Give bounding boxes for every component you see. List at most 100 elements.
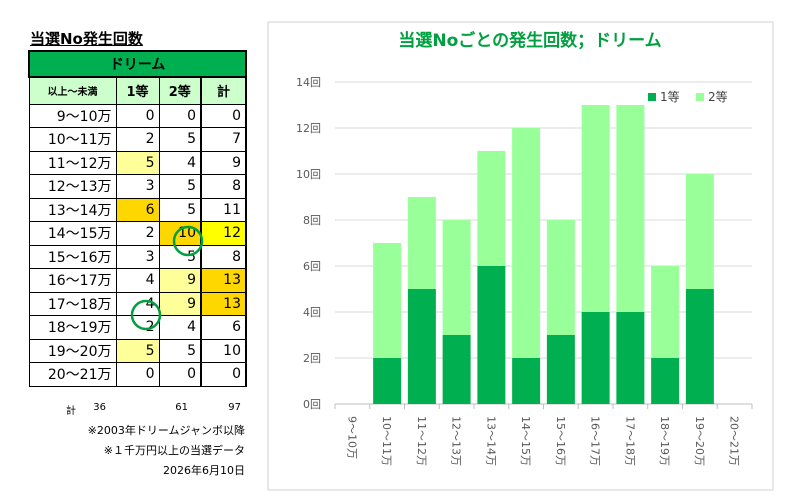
legend-swatch	[696, 93, 704, 101]
legend-label: 1等	[660, 90, 680, 104]
table-row: 16～17万 4 9 13	[28, 268, 247, 293]
x-tick-label: 20～21万	[728, 416, 741, 466]
bar	[685, 174, 714, 289]
note: ※2003年ドリームジャンボ以降	[87, 424, 245, 437]
bar	[373, 358, 402, 404]
highlight-circle	[130, 299, 162, 331]
bar	[581, 105, 610, 312]
cell: 2	[115, 221, 160, 246]
x-tick-label: 16～17万	[589, 416, 602, 466]
cell: 10～11万	[28, 127, 117, 152]
y-tick-label: 4回	[303, 306, 321, 319]
x-tick-label: 11～12万	[415, 416, 428, 466]
legend-label: 2等	[708, 90, 728, 104]
cell: 12～13万	[28, 174, 117, 199]
y-tick-label: 0回	[303, 398, 321, 411]
cell: 17～18万	[28, 291, 117, 316]
table-title: 当選No発生回数	[30, 30, 143, 48]
notes: ※2003年ドリームジャンボ以降 ※１千万円以上の当選データ 2026年6月10日	[88, 421, 245, 481]
cell: 8	[200, 244, 247, 269]
cell: 4	[158, 315, 202, 340]
cell: 0	[158, 103, 202, 128]
cell: 3	[115, 244, 160, 269]
bar	[616, 105, 645, 312]
bar	[512, 128, 541, 358]
cell: 15～16万	[28, 244, 117, 269]
bar	[407, 197, 436, 289]
cell: 9～10万	[28, 103, 117, 128]
y-tick-label: 10回	[296, 168, 321, 181]
bar	[477, 151, 506, 266]
x-tick-label: 9～10万	[345, 416, 358, 459]
table-row: 19～20万 5 5 10	[28, 338, 247, 363]
cell: 13	[200, 268, 247, 293]
total-cell: 計	[66, 406, 76, 417]
column-header: 計	[200, 76, 247, 105]
cell: 6	[200, 315, 247, 340]
note: ※１千万円以上の当選データ	[103, 444, 245, 457]
bar	[373, 243, 402, 358]
cell: 0	[115, 362, 160, 387]
bar	[651, 358, 680, 404]
bar	[546, 220, 575, 335]
total-cell: 97	[228, 402, 241, 413]
y-tick-label: 12回	[296, 122, 321, 135]
x-tick-label: 12～13万	[450, 416, 463, 466]
bar	[407, 289, 436, 404]
table-row: 9～10万 0 0 0	[28, 103, 247, 128]
total-cell: 61	[175, 402, 188, 413]
cell: 16～17万	[28, 268, 117, 293]
cell: 13	[200, 291, 247, 316]
column-header: 以上～未満	[28, 76, 117, 105]
table-row: 17～18万 4 9 13	[28, 291, 247, 316]
y-tick-label: 8回	[303, 214, 321, 227]
bar	[546, 335, 575, 404]
total-cell: 36	[93, 402, 106, 413]
bar	[616, 312, 645, 404]
bar	[442, 220, 471, 335]
cell: 0	[200, 103, 247, 128]
legend-swatch	[648, 93, 656, 101]
cell: 6	[115, 197, 160, 222]
cell: 5	[158, 244, 202, 269]
x-tick-label: 18～19万	[658, 416, 671, 466]
group-header: ドリーム	[28, 50, 247, 78]
header-row: 以上～未満 1等 2等計	[28, 76, 247, 105]
cell: 5	[158, 338, 202, 363]
cell: 5	[115, 150, 160, 175]
bar	[581, 312, 610, 404]
cell: 11	[200, 197, 247, 222]
highlight-circle	[172, 225, 204, 257]
note: 2026年6月10日	[163, 464, 245, 477]
cell: 10	[200, 338, 247, 363]
y-tick-label: 6回	[303, 260, 321, 273]
cell: 19～20万	[28, 338, 117, 363]
bar	[477, 266, 506, 404]
cell: 5	[158, 197, 202, 222]
cell: 11～12万	[28, 150, 117, 175]
cell: 4	[115, 268, 160, 293]
bar	[651, 266, 680, 358]
table-row: 13～14万 6 5 11	[28, 197, 247, 222]
x-tick-label: 19～20万	[693, 416, 706, 466]
x-tick-label: 15～16万	[554, 416, 567, 466]
cell: 7	[200, 127, 247, 152]
cell: 14～15万	[28, 221, 117, 246]
table: ドリーム 以上～未満 1等 2等計 9～10万 0 0 0 10～11万 2 5 7 11～12万 5 4 9…	[28, 50, 247, 387]
bar	[442, 335, 471, 404]
y-tick-label: 2回	[303, 352, 321, 365]
table-row: 20～21万 0 0 0	[28, 362, 247, 387]
cell: 9	[158, 291, 202, 316]
column-header: 2等	[158, 76, 202, 105]
x-tick-label: 10～11万	[380, 416, 393, 466]
x-tick-label: 17～18万	[623, 416, 636, 466]
bar	[685, 289, 714, 404]
cell: 13～14万	[28, 197, 117, 222]
group-row: ドリーム	[28, 50, 247, 78]
totals: 計 36 61 97	[28, 402, 245, 417]
x-tick-label: 13～14万	[484, 416, 497, 466]
table-row: 18～19万 2 4 6	[28, 315, 247, 340]
cell: 20～21万	[28, 362, 117, 387]
